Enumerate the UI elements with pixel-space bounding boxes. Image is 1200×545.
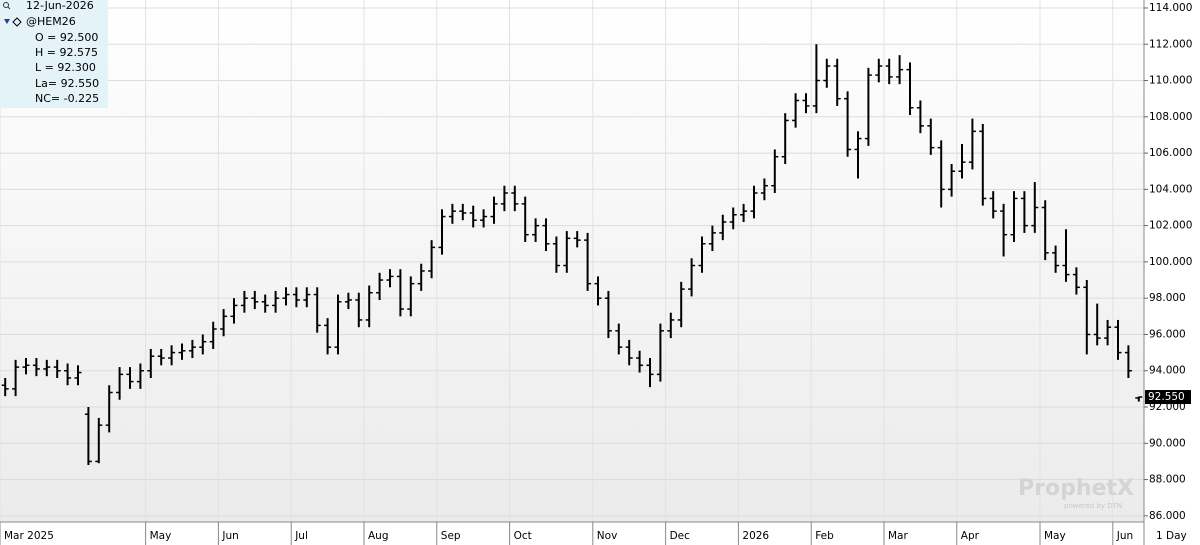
x-tick-label: Jun: [221, 530, 238, 542]
info-date: 12-Jun-2026: [26, 0, 94, 12]
x-tick-label: Feb: [815, 530, 834, 542]
grid: [0, 0, 1144, 522]
y-tick-label: 86.000: [1149, 510, 1186, 522]
collapse-icon: [4, 19, 10, 24]
y-tick-label: 102.000: [1149, 220, 1192, 232]
y-tick-label: 114.000: [1149, 2, 1192, 14]
last-price-box: [1145, 390, 1191, 405]
interval-label: 1 Day: [1156, 530, 1187, 542]
symbol-icon: [12, 17, 22, 27]
y-tick-label: 88.000: [1149, 474, 1186, 486]
watermark-brand: ProphetX: [1018, 476, 1134, 501]
y-tick-label: 108.000: [1149, 111, 1192, 123]
info-line: O = 92.500: [35, 31, 98, 44]
last-price-label: 92.550: [1148, 391, 1185, 403]
y-tick-label: 100.000: [1149, 256, 1192, 268]
y-tick-label: 104.000: [1149, 183, 1192, 195]
info-panel: 12-Jun-2026 @HEM26 O = 92.500 H = 92.575…: [0, 0, 108, 108]
info-line: NC= -0.225: [35, 92, 99, 105]
info-line: La= 92.550: [35, 77, 99, 90]
x-tick-label: May: [1044, 530, 1066, 542]
y-tick-label: 94.000: [1149, 365, 1186, 377]
x-tick-label: Jun: [1116, 530, 1133, 542]
zoom-icon-handle: [7, 6, 11, 10]
plot-background: [0, 0, 1144, 522]
info-symbol: @HEM26: [26, 15, 76, 28]
x-tick-label: Sep: [441, 530, 461, 542]
info-line: H = 92.575: [35, 46, 98, 59]
x-tick-label: Mar: [888, 530, 908, 542]
x-tick-label: Oct: [514, 530, 532, 542]
y-tick-label: 106.000: [1149, 147, 1192, 159]
bars: [1, 44, 1143, 466]
watermark-powered: powered by DTN: [1064, 502, 1122, 510]
y-tick-label: 112.000: [1149, 38, 1192, 50]
x-tick-label: 2026: [742, 530, 769, 542]
zoom-icon: [3, 2, 9, 8]
y-tick-label: 98.000: [1149, 292, 1186, 304]
y-tick-label: 110.000: [1149, 75, 1192, 87]
x-tick-label: May: [150, 530, 172, 542]
info-panel-background: [0, 0, 108, 108]
x-tick-label: Apr: [961, 530, 980, 542]
x-tick-label: Aug: [368, 530, 389, 542]
x-tick-label: Mar 2025: [4, 530, 54, 542]
x-tick-label: Jul: [294, 530, 308, 542]
x-tick-label: Dec: [670, 530, 691, 542]
info-line: L = 92.300: [35, 61, 96, 74]
x-tick-label: Nov: [597, 530, 618, 542]
y-tick-label: 90.000: [1149, 437, 1186, 449]
y-tick-label: 96.000: [1149, 328, 1186, 340]
